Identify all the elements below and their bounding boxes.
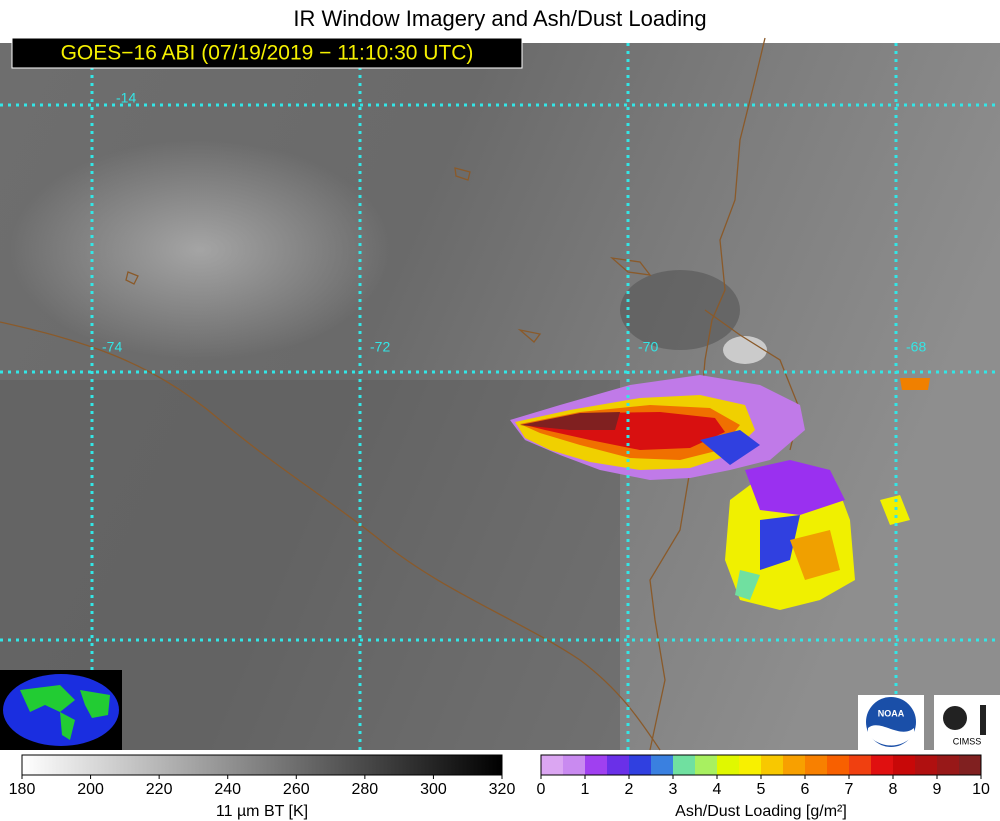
colorbar-segment (541, 755, 564, 775)
colorbar-segment (563, 755, 586, 775)
colorbar-tick-label: 8 (889, 781, 898, 798)
noaa-wave (868, 725, 914, 746)
colorbar-segment (761, 755, 784, 775)
colorbar-tick-label: 10 (972, 781, 990, 798)
highland-texture (10, 140, 390, 360)
noaa-label: NOAA (878, 708, 905, 718)
colorbar-tick-label: 2 (625, 781, 634, 798)
lon-label: -68 (906, 339, 926, 355)
colorbar-tick-label: 260 (283, 781, 310, 798)
colorbar-segment (673, 755, 696, 775)
colorbar-tick-label: 7 (845, 781, 854, 798)
colorbar-segment (915, 755, 938, 775)
colorbar-tick-label: 200 (77, 781, 104, 798)
colorbar-segment (871, 755, 894, 775)
colorbar-segment (717, 755, 740, 775)
colorbar-segment (827, 755, 850, 775)
lon-label: -72 (370, 339, 390, 355)
cloud (723, 336, 767, 364)
cimss-tower (980, 705, 986, 735)
cimss-label: CIMSS (953, 736, 982, 746)
colorbar-segment (739, 755, 762, 775)
colorbar-segment (629, 755, 652, 775)
ash-plume (510, 375, 930, 610)
lake-outline (125, 167, 652, 343)
colorbar-tick-label: 180 (9, 781, 36, 798)
subtitle: GOES−16 ABI (07/19/2019 − 11:10:30 UTC) (61, 42, 474, 65)
colorbar-tick-label: 0 (537, 781, 546, 798)
satellite-map: -14 -74 -72 -70 -68 GOES−16 ABI (07/19/2… (0, 37, 1000, 751)
colorbar-tick-label: 9 (933, 781, 942, 798)
colorbar-tick-label: 6 (801, 781, 810, 798)
colorbar-segment (805, 755, 828, 775)
ash-colorbar (540, 754, 982, 776)
colorbar-segment (959, 755, 982, 775)
lon-label: -70 (638, 339, 658, 355)
colorbar-segment (607, 755, 630, 775)
colorbar-tick-label: 320 (489, 781, 516, 798)
colorbar-segment (893, 755, 916, 775)
lon-label: -74 (102, 339, 122, 355)
subtitle-box (11, 37, 523, 69)
colorbar-tick-label: 240 (214, 781, 241, 798)
colorbar-segment (695, 755, 718, 775)
colorbar-segment (783, 755, 806, 775)
colorbar-tick-label: 4 (713, 781, 722, 798)
colorbar-segment (651, 755, 674, 775)
cimss-figure (943, 706, 967, 730)
colorbar-tick-label: 1 (581, 781, 590, 798)
lat-label: -14 (116, 90, 136, 106)
colorbar-segment (937, 755, 960, 775)
bt-colorbar-title: 11 µm BT [K] (216, 803, 308, 820)
border-line (649, 37, 766, 751)
colorbar-tick-label: 220 (146, 781, 173, 798)
colorbar-tick-label: 280 (352, 781, 379, 798)
coastline (0, 321, 661, 751)
ash-colorbar-title: Ash/Dust Loading [g/m²] (675, 803, 847, 820)
continents (20, 685, 110, 740)
colorbar-tick-label: 5 (757, 781, 766, 798)
colorbar-segment (849, 755, 872, 775)
title: IR Window Imagery and Ash/Dust Loading (293, 6, 706, 31)
colorbar-segment (585, 755, 608, 775)
colorbar-tick-label: 300 (420, 781, 447, 798)
colorbar-tick-label: 3 (669, 781, 678, 798)
bt-colorbar (21, 754, 503, 776)
